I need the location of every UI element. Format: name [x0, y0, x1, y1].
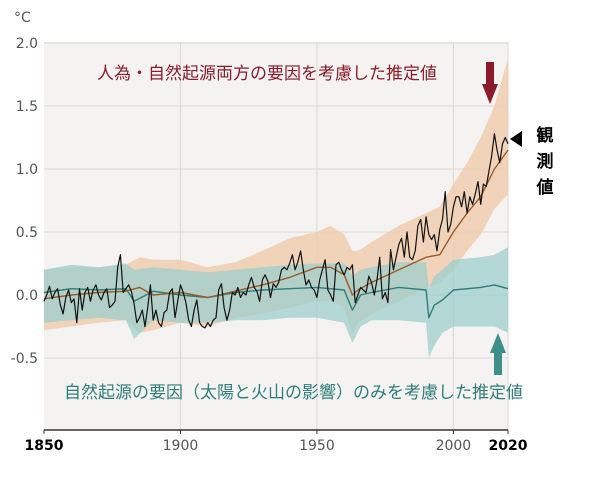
observed-label-char: 測: [537, 151, 554, 172]
natural-arrow-icon: [490, 333, 506, 375]
observed-label-char: 値: [536, 177, 554, 198]
x-tick-label: 2020: [489, 438, 528, 454]
x-tick-label: 1850: [25, 438, 64, 454]
combined-label: 人為・自然起源両方の要因を考慮した推定値: [97, 64, 437, 84]
natural-label: 自然起源の要因（太陽と火山の影響）のみを考慮した推定値: [64, 383, 523, 403]
grid-lines: [44, 42, 509, 430]
y-axis-ticks: 2.0 1.5 1.0 0.5 0.0 -0.5: [11, 36, 38, 367]
y-tick-label: -0.5: [11, 351, 38, 367]
y-tick-label: 2.0: [16, 36, 38, 52]
combined-mean-line: [43, 149, 509, 300]
series-lines: [43, 133, 509, 329]
observed-label: 観測値: [536, 125, 554, 198]
natural-band: [44, 247, 508, 358]
x-tick-label: 1900: [163, 438, 199, 454]
y-tick-label: 1.0: [16, 162, 38, 178]
x-axis-ticks: 1850 1900 1950 2000 2020: [25, 430, 528, 454]
observed-pointer-icon: [510, 131, 522, 147]
y-unit-label: °C: [14, 10, 31, 26]
x-tick-label: 2000: [436, 438, 472, 454]
observed-line: [43, 133, 509, 329]
uncertainty-bands: [44, 58, 508, 358]
x-tick-label: 1950: [299, 438, 335, 454]
combined-arrow-icon: [482, 62, 498, 104]
y-tick-label: 0.0: [16, 288, 38, 304]
y-tick-label: 0.5: [16, 225, 38, 241]
observed-label-char: 観: [537, 125, 554, 146]
y-tick-label: 1.5: [16, 99, 38, 115]
